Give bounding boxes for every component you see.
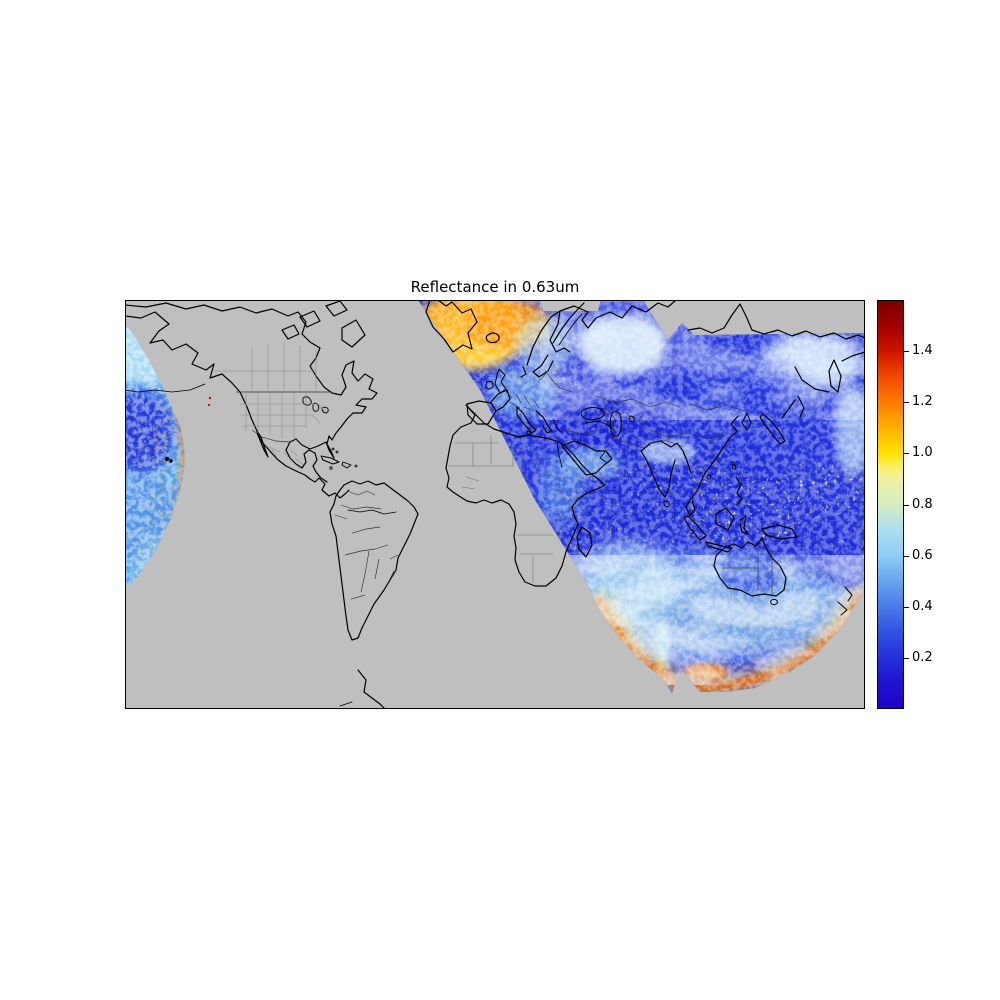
colorbar-tick-mark — [904, 606, 909, 608]
colorbar-tick-label: 0.8 — [912, 496, 933, 512]
coastlines — [124, 299, 866, 710]
colorbar-tick-mark — [904, 351, 909, 353]
colorbar — [877, 300, 904, 709]
colorbar-tick-label: 1.2 — [912, 394, 933, 410]
isolated-data-specks — [207, 396, 212, 407]
colorbar-tick-label: 0.4 — [912, 598, 933, 614]
colorbar-tick-label: 0.6 — [912, 547, 933, 563]
state-borders — [212, 342, 577, 583]
colorbar-tick-mark — [904, 657, 909, 659]
colorbar-tick-label: 1.4 — [912, 343, 933, 359]
figure-title: Reflectance in 0.63um — [410, 278, 580, 296]
colorbar-tick-mark — [904, 504, 909, 506]
map-axes — [124, 299, 866, 710]
colorbar-tick-mark — [904, 453, 909, 455]
colorbar-tick-label: 1.0 — [912, 445, 933, 461]
axes-frame — [125, 300, 865, 709]
colorbar-tick-label: 0.2 — [912, 649, 933, 665]
country-borders — [236, 369, 773, 600]
world-map-canvas — [124, 299, 866, 710]
colorbar-tick-mark — [904, 402, 909, 404]
colorbar-tick-mark — [904, 555, 909, 557]
